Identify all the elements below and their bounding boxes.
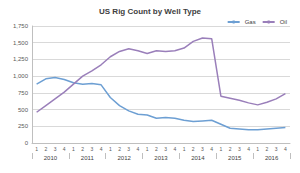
svg-text:2: 2 bbox=[192, 146, 195, 152]
svg-text:2: 2 bbox=[155, 146, 158, 152]
svg-text:0: 0 bbox=[25, 140, 29, 146]
svg-text:3: 3 bbox=[164, 146, 167, 152]
svg-text:1: 1 bbox=[183, 146, 186, 152]
svg-text:4: 4 bbox=[284, 146, 287, 152]
svg-text:Gas: Gas bbox=[245, 19, 256, 25]
svg-text:3: 3 bbox=[54, 146, 57, 152]
svg-text:2014: 2014 bbox=[191, 155, 205, 161]
svg-text:1: 1 bbox=[72, 146, 75, 152]
svg-text:250: 250 bbox=[18, 123, 29, 129]
svg-text:1: 1 bbox=[109, 146, 112, 152]
svg-text:1: 1 bbox=[256, 146, 259, 152]
svg-text:1,500: 1,500 bbox=[13, 40, 29, 46]
svg-text:US Rig Count by Well Type: US Rig Count by Well Type bbox=[99, 7, 201, 16]
svg-text:1: 1 bbox=[146, 146, 149, 152]
svg-text:1,000: 1,000 bbox=[13, 73, 29, 79]
svg-text:4: 4 bbox=[100, 146, 103, 152]
svg-text:3: 3 bbox=[127, 146, 130, 152]
svg-text:4: 4 bbox=[210, 146, 213, 152]
svg-text:3: 3 bbox=[238, 146, 241, 152]
svg-text:3: 3 bbox=[201, 146, 204, 152]
svg-text:1,750: 1,750 bbox=[13, 23, 29, 29]
svg-text:2: 2 bbox=[118, 146, 121, 152]
svg-text:4: 4 bbox=[173, 146, 176, 152]
svg-text:3: 3 bbox=[91, 146, 94, 152]
svg-text:2015: 2015 bbox=[228, 155, 242, 161]
svg-text:2016: 2016 bbox=[265, 155, 279, 161]
svg-text:2: 2 bbox=[81, 146, 84, 152]
svg-text:2011: 2011 bbox=[81, 155, 95, 161]
svg-text:4: 4 bbox=[247, 146, 250, 152]
svg-text:1: 1 bbox=[35, 146, 38, 152]
svg-text:2012: 2012 bbox=[117, 155, 131, 161]
svg-text:750: 750 bbox=[18, 90, 29, 96]
svg-text:2: 2 bbox=[229, 146, 232, 152]
svg-text:2: 2 bbox=[44, 146, 47, 152]
svg-text:4: 4 bbox=[137, 146, 140, 152]
svg-text:Oil: Oil bbox=[280, 19, 287, 25]
svg-text:1: 1 bbox=[220, 146, 223, 152]
svg-text:2013: 2013 bbox=[154, 155, 168, 161]
svg-text:4: 4 bbox=[63, 146, 66, 152]
svg-text:3: 3 bbox=[275, 146, 278, 152]
svg-text:1,250: 1,250 bbox=[13, 56, 29, 62]
svg-text:2: 2 bbox=[266, 146, 269, 152]
svg-text:500: 500 bbox=[18, 107, 29, 113]
svg-text:2010: 2010 bbox=[44, 155, 58, 161]
